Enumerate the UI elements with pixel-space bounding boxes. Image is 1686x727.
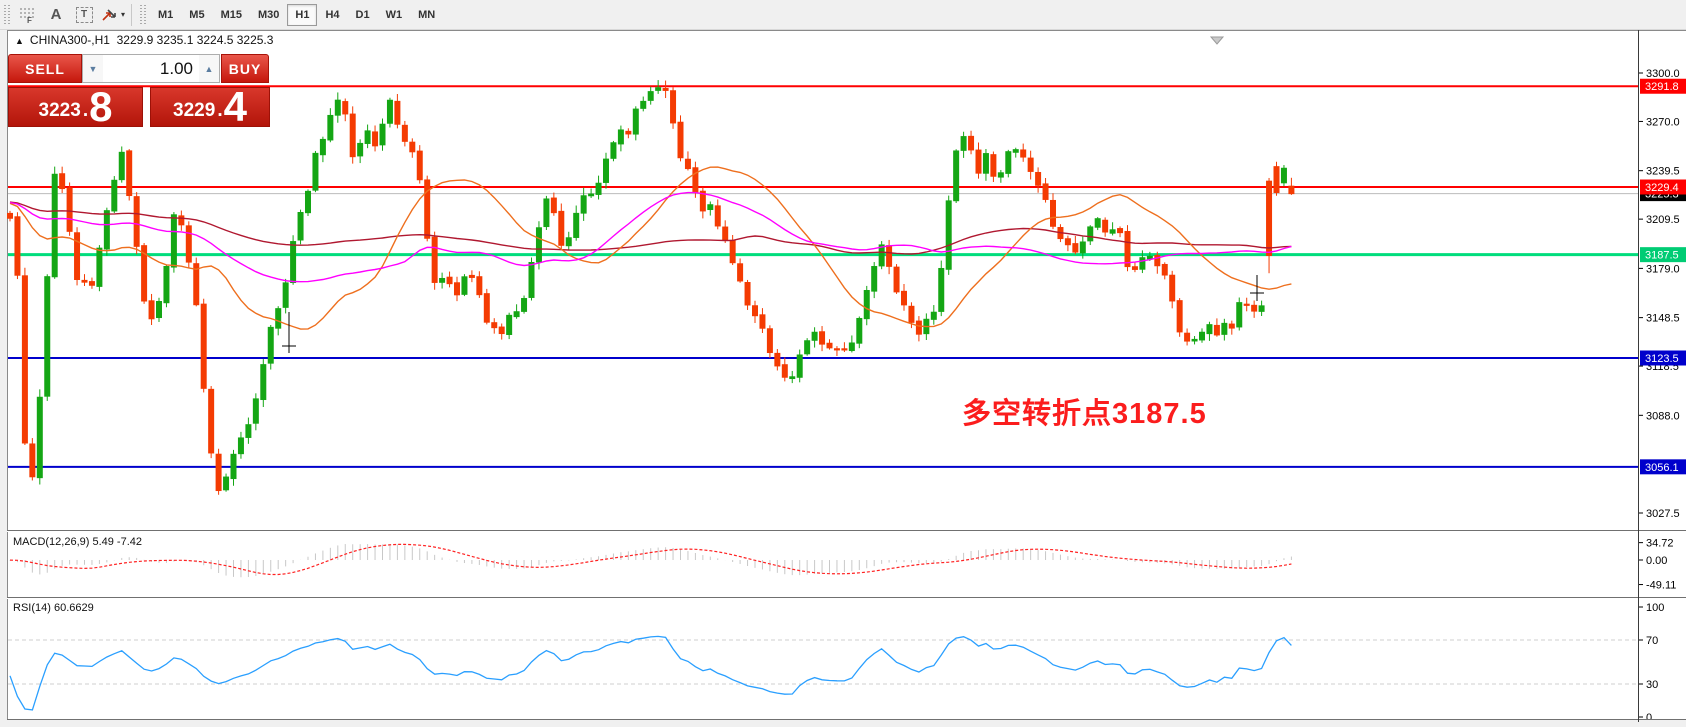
collapse-arrow-icon[interactable]: ▲	[15, 36, 24, 46]
macd-signal-line	[9, 543, 1292, 576]
text-tool-button[interactable]: A	[43, 3, 69, 27]
buy-button[interactable]: BUY	[221, 54, 269, 83]
timeframe-button-m5[interactable]: M5	[189, 8, 205, 21]
toolbar-grip-2[interactable]	[140, 4, 147, 25]
rsi-tick-70: 70	[1646, 635, 1658, 647]
pane-divider-macd[interactable]	[7, 530, 1686, 532]
toolbar: F A T ▾ M1 M5 M15 M30 H1 H4 D1 W1 MN	[0, 0, 1686, 30]
sell-price-dot: .	[82, 100, 89, 121]
svg-text:3291.8: 3291.8	[1645, 81, 1679, 93]
svg-text:3123.5: 3123.5	[1645, 353, 1679, 365]
chart-canvas[interactable]: 3300.03270.03239.53209.53179.03148.53118…	[0, 30, 1686, 727]
ma-fast-orange	[9, 166, 1292, 330]
price-badge-3291.8: 3291.8	[1640, 78, 1686, 94]
chart-window[interactable]	[7, 30, 1686, 722]
timeframe-button-w1[interactable]: W1	[385, 8, 403, 21]
timeframe-group: M1 M5 M15 M30 H1 H4 D1 W1 MN	[150, 3, 443, 26]
price-tick-3239.5: 3239.5	[1646, 166, 1680, 178]
timeframe-button-mn[interactable]: MN	[418, 8, 436, 21]
spinner-up-icon: ▲	[204, 63, 214, 74]
svg-text:3056.1: 3056.1	[1645, 462, 1679, 474]
rsi-tick-0: 0	[1646, 712, 1652, 724]
price-tick-3300.0: 3300.0	[1646, 68, 1680, 80]
macd-histogram	[9, 544, 1292, 578]
price-tick-3027.5: 3027.5	[1646, 508, 1680, 520]
arrows-tool-button[interactable]: ▾	[99, 3, 126, 27]
svg-text:3187.5: 3187.5	[1645, 250, 1679, 262]
svg-text:3229.4: 3229.4	[1645, 182, 1679, 194]
window-bottom-border	[7, 719, 1686, 727]
price-badge-3123.5: 3123.5	[1640, 350, 1686, 366]
timeframe-button-h4[interactable]: H4	[325, 8, 340, 21]
sell-price-int: 3223	[38, 100, 81, 121]
ma-slow-darkred	[9, 201, 1292, 255]
price-tick-3148.5: 3148.5	[1646, 313, 1680, 325]
macd-tick--49.11: -49.11	[1646, 580, 1676, 592]
symbol-title: CHINA300-,H1	[29, 33, 110, 47]
volume-input[interactable]: 1.00	[159, 58, 193, 78]
cross-marker-1[interactable]	[1250, 275, 1264, 301]
pane-divider-rsi[interactable]	[7, 597, 1686, 599]
macd-indicator-label: MACD(12,26,9) 5.49 -7.42	[13, 536, 143, 548]
buy-price-int: 3229	[173, 100, 216, 121]
chart-title: ▲ CHINA300-,H1 3229.9 3235.1 3224.5 3225.…	[15, 33, 273, 47]
price-badge-3187.5: 3187.5	[1640, 247, 1686, 263]
ma-mid-magenta	[9, 191, 1292, 283]
timeframe-button-h1[interactable]: H1	[287, 3, 318, 26]
label-tool-button[interactable]: T	[71, 3, 97, 27]
timeframe-button-m15[interactable]: M15	[220, 8, 242, 21]
macd-tick-34.72: 34.72	[1646, 538, 1674, 550]
timeframe-button-m1[interactable]: M1	[158, 8, 174, 21]
svg-text:F: F	[27, 16, 32, 24]
price-tick-3179.0: 3179.0	[1646, 263, 1680, 275]
buy-price-dec: 4	[223, 82, 247, 130]
sell-price-dec: 8	[89, 82, 113, 130]
price-badge-3056.1: 3056.1	[1640, 459, 1686, 475]
fibonacci-tool-button[interactable]: F	[15, 3, 41, 27]
timeframe-button-d1[interactable]: D1	[355, 8, 370, 21]
volume-control: ▼ 1.00 ▲	[82, 54, 220, 83]
price-axis-border	[1638, 30, 1639, 722]
spinner-down-icon: ▼	[88, 63, 98, 74]
one-click-trading-panel: SELL ▼ 1.00 ▲ BUY 3223 . 8 3229 . 4	[8, 54, 273, 127]
label-tool-icon: T	[75, 6, 93, 23]
cross-marker-2[interactable]	[282, 312, 296, 353]
arrows-icon	[102, 8, 116, 21]
sell-price-display[interactable]: 3223 . 8	[8, 82, 143, 130]
buy-price-dot: .	[217, 100, 223, 121]
toolbar-grip[interactable]	[4, 4, 10, 25]
rsi-tick-100: 100	[1646, 602, 1664, 614]
fibonacci-icon: F	[20, 8, 36, 24]
price-badge-3229.4: 3229.4	[1640, 179, 1686, 195]
price-tick-3270.0: 3270.0	[1646, 116, 1680, 128]
ohlc-readout: 3229.9 3235.1 3224.5 3225.3	[116, 33, 274, 47]
volume-increase-button[interactable]: ▲	[199, 55, 219, 82]
volume-decrease-button[interactable]: ▼	[83, 55, 103, 82]
buy-price-display[interactable]: 3229 . 4	[150, 82, 270, 130]
chart-annotation-text: 多空转折点3187.5	[962, 398, 1207, 430]
candlestick-series	[7, 80, 1295, 495]
rsi-indicator-label: RSI(14) 60.6629	[13, 602, 94, 614]
rsi-tick-30: 30	[1646, 679, 1658, 691]
text-tool-icon: A	[50, 6, 62, 23]
toolbar-separator	[131, 3, 133, 26]
price-axis: 3300.03270.03239.53209.53179.03148.53118…	[1638, 68, 1686, 724]
chevron-down-icon: ▾	[121, 10, 126, 19]
rsi-line	[9, 635, 1292, 711]
timeframe-button-m30[interactable]: M30	[257, 8, 280, 21]
price-tick-3209.5: 3209.5	[1646, 214, 1680, 226]
price-tick-3088.0: 3088.0	[1646, 410, 1680, 422]
sell-button[interactable]: SELL	[8, 54, 82, 83]
macd-tick-0.00: 0.00	[1646, 555, 1667, 567]
chart-shift-marker[interactable]	[1209, 36, 1225, 45]
